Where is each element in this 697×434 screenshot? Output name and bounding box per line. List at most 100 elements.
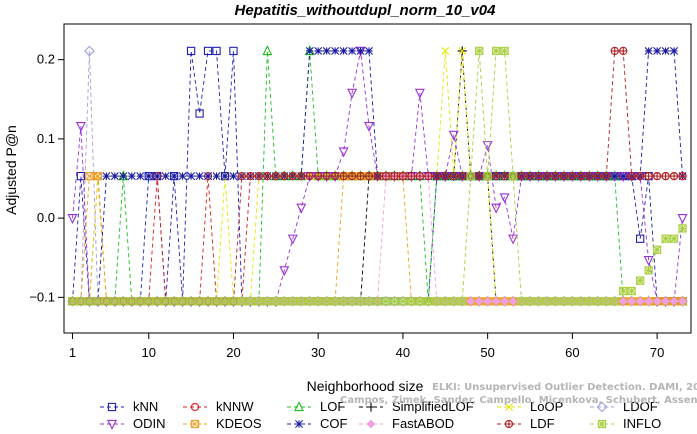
- data-point-cof: [644, 46, 653, 55]
- data-point-loop: [458, 46, 467, 55]
- data-point-cof: [619, 172, 628, 181]
- data-point-inflo: [229, 297, 238, 306]
- data-point-ldf: [441, 172, 449, 180]
- data-point-inflo: [136, 297, 145, 306]
- data-point-odin: [414, 88, 425, 99]
- data-point-cof: [322, 46, 331, 55]
- data-point-ldf: [382, 172, 390, 180]
- data-point-ldf: [314, 172, 322, 180]
- legend-item-kdeos: KDEOS: [183, 416, 262, 431]
- data-point-ldf: [306, 172, 314, 180]
- data-point-inflo: [390, 297, 399, 306]
- data-point-inflo: [339, 297, 348, 306]
- data-point-ldf: [492, 172, 500, 180]
- data-point-inflo: [356, 297, 365, 306]
- data-point-inflo: [653, 245, 662, 254]
- x-tick-label: 50: [480, 345, 494, 360]
- data-point-ldf: [297, 172, 305, 180]
- data-point-cof: [153, 172, 162, 181]
- data-point-cof: [144, 172, 153, 181]
- data-point-ldf: [475, 172, 483, 180]
- legend-label: SimplifiedLOF: [392, 399, 474, 414]
- series-knnw: [68, 171, 687, 306]
- data-point-inflo: [314, 297, 323, 306]
- legend-label: FastABOD: [392, 416, 454, 431]
- data-point-cof: [161, 172, 170, 181]
- data-point-inflo: [187, 297, 196, 306]
- data-point-inflo: [636, 276, 645, 285]
- data-point-ldf: [348, 172, 356, 180]
- y-tick-label: −0.1: [29, 289, 55, 304]
- data-point-fastabod: [508, 296, 518, 306]
- data-point-lof: [262, 45, 273, 56]
- data-point-odin: [296, 203, 307, 214]
- data-point-inflo: [466, 172, 475, 181]
- data-point-knn: [195, 109, 204, 118]
- data-point-ldf: [416, 172, 424, 180]
- data-point-inflo: [297, 297, 306, 306]
- legend-label: KDEOS: [216, 416, 262, 431]
- data-point-cof: [187, 172, 196, 181]
- data-point-inflo: [85, 297, 94, 306]
- data-point-inflo: [678, 224, 687, 233]
- legend: kNN kNNW LOF SimplifiedLOF LoOP LDOF ODIN KDEOS…: [100, 399, 661, 431]
- legend-marker-ldof: [596, 401, 608, 413]
- data-point-fastabod: [652, 296, 662, 306]
- data-point-ldf: [517, 172, 526, 180]
- data-point-inflo: [542, 297, 551, 306]
- legend-item-odin: ODIN: [100, 416, 166, 431]
- legend-label: INFLO: [623, 416, 661, 431]
- y-axis-title: Adjusted P@n: [3, 125, 19, 215]
- data-point-ldf: [577, 172, 585, 180]
- data-point-inflo: [381, 297, 390, 306]
- legend-marker-knn: [107, 402, 117, 412]
- legend-marker-inflo: [598, 420, 606, 428]
- data-point-odin: [279, 266, 290, 277]
- data-point-ldf: [280, 172, 288, 180]
- data-point-inflo: [585, 297, 594, 306]
- data-point-cof: [195, 172, 204, 181]
- data-point-odin: [75, 122, 86, 133]
- data-point-cof: [204, 172, 213, 181]
- data-point-ldf: [433, 172, 441, 180]
- data-point-inflo: [237, 297, 246, 306]
- legend-label: LDF: [530, 416, 555, 431]
- legend-marker-kdeos: [190, 419, 200, 429]
- data-point-inflo: [127, 297, 136, 306]
- data-point-cof: [305, 46, 314, 55]
- data-point-inflo: [661, 234, 670, 243]
- data-point-loop: [441, 46, 450, 55]
- data-point-ldf: [424, 172, 432, 180]
- data-point-cof: [170, 172, 179, 181]
- data-point-odin: [338, 147, 349, 158]
- data-point-ldf: [407, 172, 415, 180]
- data-point-ldf: [399, 172, 407, 180]
- legend-label: LOF: [320, 399, 345, 414]
- data-point-odin: [364, 122, 375, 133]
- data-point-ldf: [289, 172, 297, 180]
- data-point-inflo: [424, 297, 433, 306]
- data-point-cof: [229, 172, 238, 181]
- data-point-ldf: [323, 172, 331, 180]
- data-point-ldf: [653, 172, 661, 180]
- data-point-cof: [365, 46, 374, 55]
- legend-marker-knnw: [190, 402, 200, 412]
- x-tick-label: 30: [311, 345, 325, 360]
- data-point-inflo: [441, 297, 450, 306]
- data-point-odin: [499, 193, 510, 204]
- data-point-inflo: [178, 297, 187, 306]
- legend-label: kNNW: [216, 399, 254, 414]
- data-point-cof: [653, 46, 662, 55]
- data-point-fastabod: [491, 296, 501, 306]
- data-point-inflo: [119, 297, 128, 306]
- data-point-fastabod: [483, 296, 493, 306]
- data-point-inflo: [432, 297, 441, 306]
- x-tick-label: 20: [226, 345, 240, 360]
- data-point-inflo: [449, 297, 458, 306]
- x-tick-label: 10: [141, 345, 155, 360]
- data-point-cof: [102, 172, 111, 181]
- legend-marker-fastabod: [366, 419, 376, 429]
- data-point-inflo: [322, 297, 331, 306]
- legend-label: LoOP: [530, 399, 563, 414]
